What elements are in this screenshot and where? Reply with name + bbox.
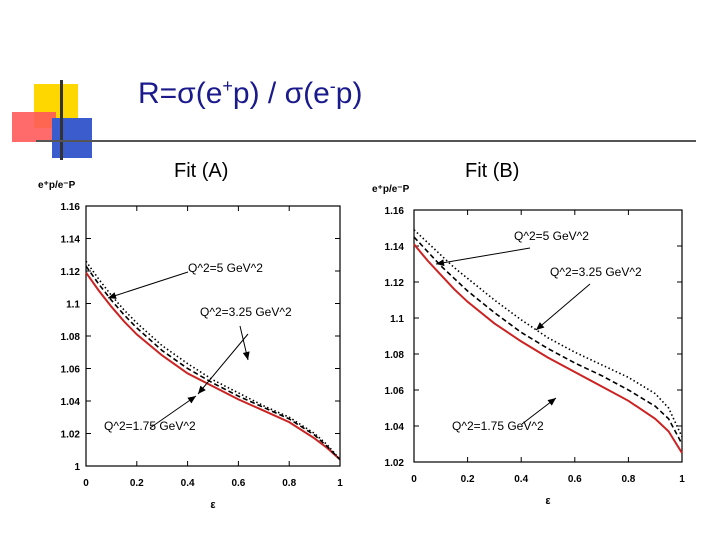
y-axis-label: e⁺p/e⁻P	[38, 180, 76, 191]
deco-horizontal-line	[36, 140, 696, 142]
series-line-solid	[413, 243, 683, 454]
y-tick-label: 1.02	[385, 458, 405, 469]
x-tick-label: 0.2	[130, 478, 144, 489]
slide-title: R=σ(e+p) / σ(e-p)	[138, 76, 363, 110]
deco-blue-square	[52, 118, 92, 158]
annotation-label: Q^2=5 GeV^2	[514, 229, 589, 243]
x-axis-label: ε	[210, 499, 216, 511]
arrow-head	[108, 292, 117, 299]
x-tick-label: 0.6	[568, 474, 582, 485]
x-tick-label: 0.4	[181, 478, 195, 489]
x-tick-label: 0	[83, 478, 89, 489]
annotation-arrow	[197, 333, 249, 395]
arrow-head	[242, 351, 250, 360]
series-line-dashed	[85, 265, 341, 461]
y-tick-label: 1.02	[61, 430, 81, 441]
x-tick-label: 0.8	[282, 478, 296, 489]
annotation-label: Q^2=1.75 GeV^2	[452, 419, 544, 433]
arrow-head	[547, 398, 556, 406]
series-line-dotted	[85, 260, 341, 461]
plot-frame	[413, 209, 683, 463]
x-tick-label: 1	[679, 474, 685, 485]
arrow-head	[436, 259, 445, 267]
y-tick-label: 1	[74, 462, 80, 473]
arrow-head	[198, 385, 206, 394]
y-tick-label: 1.12	[61, 267, 81, 278]
annotation-arrow	[149, 395, 197, 429]
annotation-arrow	[107, 271, 189, 299]
annotation-label: Q^2=3.25 GeV^2	[550, 265, 642, 279]
arrow-head	[536, 322, 545, 330]
y-tick-label: 1.04	[61, 397, 81, 408]
series-line-dotted	[413, 229, 683, 438]
x-tick-label: 0	[411, 474, 417, 485]
x-tick-label: 1	[337, 478, 343, 489]
x-tick-label: 0.4	[514, 474, 528, 485]
y-tick-label: 1.06	[61, 365, 81, 376]
series-line-solid	[85, 272, 341, 461]
x-tick-label: 0.2	[461, 474, 475, 485]
annotation-label: Q^2=5 GeV^2	[188, 261, 263, 275]
x-axis-label: ε	[545, 495, 551, 507]
y-tick-label: 1.1	[66, 300, 80, 311]
y-tick-label: 1.1	[390, 314, 404, 325]
y-tick-label: 1.14	[385, 242, 405, 253]
annotation-label: Q^2=3.25 GeV^2	[200, 305, 292, 319]
y-tick-label: 1.06	[385, 386, 405, 397]
y-axis-label: e⁺p/e⁻P	[372, 184, 410, 195]
y-tick-label: 1.14	[61, 235, 81, 246]
y-tick-label: 1.16	[61, 202, 81, 213]
x-tick-label: 0.6	[231, 478, 245, 489]
arrow-head	[187, 396, 196, 404]
y-tick-label: 1.08	[385, 350, 405, 361]
annotation-label: Q^2=1.75 GeV^2	[104, 419, 196, 433]
fit-b-label: Fit (B)	[465, 160, 520, 182]
y-tick-label: 1.16	[385, 206, 405, 217]
x-tick-label: 0.8	[621, 474, 635, 485]
series-line-dashed	[413, 236, 683, 445]
fit-a-label: Fit (A)	[174, 160, 229, 182]
y-tick-label: 1.04	[385, 422, 405, 433]
deco-vertical-line	[60, 80, 63, 160]
annotation-arrow	[535, 283, 591, 331]
deco-red-square	[12, 112, 56, 142]
annotation-arrow	[435, 247, 531, 265]
y-tick-label: 1.12	[385, 278, 405, 289]
y-tick-label: 1.08	[61, 332, 81, 343]
